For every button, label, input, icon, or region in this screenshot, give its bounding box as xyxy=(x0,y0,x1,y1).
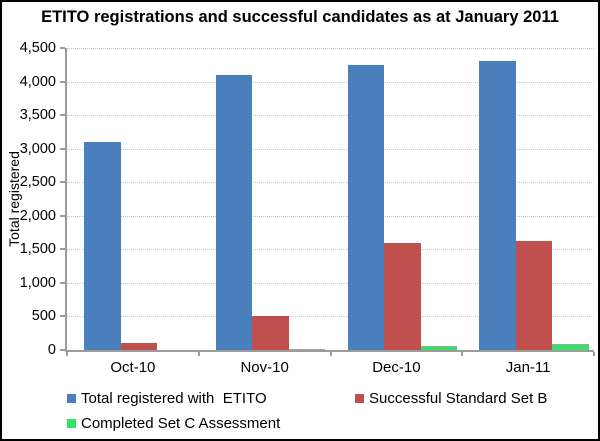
y-tick-label: 4,000 xyxy=(19,73,56,90)
y-tick-mark xyxy=(60,47,65,49)
x-label-dec-10: Dec-10 xyxy=(372,359,421,376)
y-tick-mark xyxy=(60,281,65,284)
y-axis-tick-labels: 4,500 4,000 3,500 3,000 2,500 2,000 1,500 1,000… xyxy=(4,40,56,358)
x-tick-mark xyxy=(461,352,464,356)
bar-total-registered-with-etito-Dec-10 xyxy=(347,64,384,350)
gridline xyxy=(67,81,594,83)
x-tick-mark xyxy=(329,352,332,356)
y-tick-mark xyxy=(60,349,65,351)
bar-total-registered-with-etito-Oct-10 xyxy=(84,141,121,350)
legend-item-successful-set-b: Successful Standard Set B xyxy=(355,390,547,407)
x-label-jan-11: Jan-11 xyxy=(505,359,551,376)
y-tick-mark xyxy=(60,248,65,251)
legend-marker-blue-square xyxy=(67,394,76,403)
bar-completed-set-c-assessment-Dec-10 xyxy=(420,345,457,350)
gridline xyxy=(67,115,594,117)
gridline xyxy=(67,215,594,217)
plot-area xyxy=(65,48,594,352)
y-tick-label: 1,500 xyxy=(19,241,56,258)
legend-marker-red-square xyxy=(355,394,364,403)
legend-item-total-registered: Total registered with ETITO xyxy=(67,390,267,407)
bar-successful-standard-set-b-Nov-10 xyxy=(252,315,289,350)
y-tick-label: 0 xyxy=(47,342,56,358)
gridline xyxy=(67,182,594,184)
y-tick-mark xyxy=(60,181,65,184)
y-tick-mark xyxy=(60,114,65,117)
y-tick-mark xyxy=(60,315,65,318)
bar-successful-standard-set-b-Dec-10 xyxy=(384,242,421,350)
x-tick-mark xyxy=(593,352,595,356)
bar-completed-set-c-assessment-Nov-10 xyxy=(288,349,326,350)
y-tick-label: 4,500 xyxy=(19,40,56,56)
y-tick-label: 2,500 xyxy=(19,174,56,191)
legend-label: Total registered with ETITO xyxy=(81,390,267,407)
y-tick-label: 3,000 xyxy=(19,140,56,157)
x-tick-mark xyxy=(66,352,68,356)
x-label-oct-10: Oct-10 xyxy=(110,359,156,376)
y-tick-mark xyxy=(60,214,65,217)
bar-successful-standard-set-b-Jan-11 xyxy=(515,241,553,350)
x-axis-labels: Oct-10 Nov-10 Dec-10 Jan-11 xyxy=(67,359,594,376)
legend-label: Completed Set C Assessment xyxy=(81,415,281,432)
y-tick-mark xyxy=(60,147,65,150)
y-tick-mark xyxy=(60,80,65,83)
bar-total-registered-with-etito-Nov-10 xyxy=(215,74,253,350)
gridline xyxy=(67,148,594,150)
gridline xyxy=(67,282,594,284)
chart-title: ETITO registrations and successful candi… xyxy=(41,8,559,26)
y-tick-label: 2,000 xyxy=(19,207,56,224)
gridline xyxy=(67,48,594,49)
x-tick-mark xyxy=(197,352,200,356)
y-tick-label: 1,000 xyxy=(19,274,56,291)
gridline xyxy=(67,316,594,318)
legend-item-completed-set-c: Completed Set C Assessment xyxy=(67,415,280,432)
x-label-nov-10: Nov-10 xyxy=(240,359,289,376)
bar-successful-standard-set-b-Oct-10 xyxy=(120,343,157,350)
y-tick-label: 3,500 xyxy=(19,107,56,124)
gridline xyxy=(67,249,594,251)
y-tick-label: 500 xyxy=(31,308,56,325)
bar-completed-set-c-assessment-Jan-11 xyxy=(552,343,589,350)
legend-marker-green-square xyxy=(67,419,76,428)
legend-label: Successful Standard Set B xyxy=(369,390,548,407)
bar-total-registered-with-etito-Jan-11 xyxy=(479,61,516,350)
